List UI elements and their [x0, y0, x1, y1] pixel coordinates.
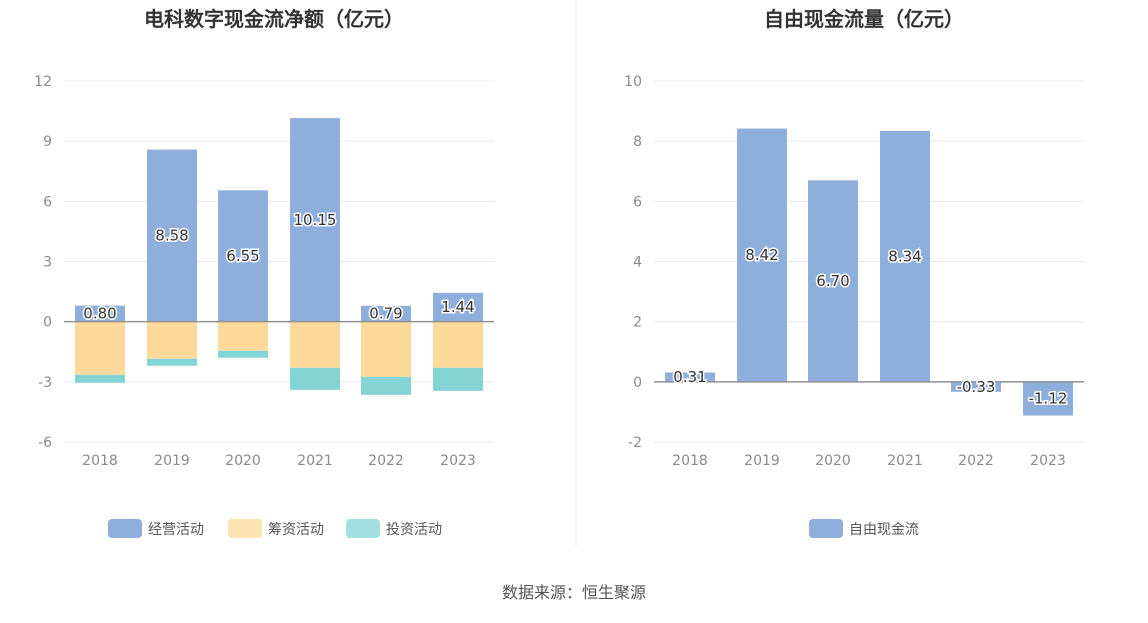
- x-tick-label: 2022: [958, 453, 994, 469]
- x-tick-label: 2023: [1030, 453, 1066, 469]
- bar: [665, 372, 715, 382]
- legend-swatch: [228, 519, 262, 538]
- data-label: 6.70: [816, 272, 849, 290]
- source-note: 数据来源：恒生聚源: [502, 583, 646, 602]
- y-tick-label: 10: [624, 74, 642, 90]
- y-tick-label: 4: [633, 255, 642, 271]
- y-tick-label: 0: [43, 315, 52, 331]
- y-tick-label: -2: [628, 435, 642, 451]
- legend-swatch: [108, 519, 142, 538]
- bar: [75, 305, 125, 322]
- data-label: -0.33: [957, 378, 996, 396]
- legend-label: 自由现金流: [849, 522, 919, 538]
- data-label: 10.15: [294, 211, 337, 229]
- bar: [1023, 381, 1073, 416]
- data-label: -1.12: [1029, 390, 1068, 408]
- x-tick-label: 2020: [815, 453, 851, 469]
- data-label: 0.31: [673, 368, 706, 386]
- legend-swatch: [346, 519, 380, 538]
- x-tick-label: 2018: [672, 453, 708, 469]
- bar: [433, 292, 483, 322]
- chart-title: 自由现金流量（亿元）: [764, 7, 964, 31]
- y-tick-label: 8: [633, 134, 642, 150]
- data-label: 8.34: [888, 247, 921, 265]
- x-tick-label: 2019: [154, 453, 190, 469]
- bar: [361, 376, 411, 395]
- bar: [433, 367, 483, 391]
- data-label: 1.44: [441, 298, 474, 316]
- x-tick-label: 2022: [368, 453, 404, 469]
- bar: [147, 149, 197, 322]
- y-tick-label: 9: [43, 134, 52, 150]
- y-tick-label: 12: [34, 74, 52, 90]
- bar: [290, 321, 340, 368]
- bar: [290, 367, 340, 390]
- legend-label: 经营活动: [148, 522, 204, 538]
- bar: [808, 180, 858, 382]
- x-tick-label: 2020: [225, 453, 261, 469]
- x-tick-label: 2021: [887, 453, 923, 469]
- y-tick-label: 0: [633, 375, 642, 391]
- bar: [433, 321, 483, 368]
- bar: [218, 321, 268, 351]
- bar: [361, 305, 411, 322]
- bar: [361, 321, 411, 377]
- x-tick-label: 2021: [297, 453, 333, 469]
- bar: [290, 118, 340, 322]
- x-tick-label: 2018: [82, 453, 118, 469]
- bar: [218, 350, 268, 358]
- x-tick-label: 2019: [744, 453, 780, 469]
- y-tick-label: -3: [38, 375, 52, 391]
- y-tick-label: 6: [43, 194, 52, 210]
- data-label: 0.80: [83, 305, 116, 323]
- bar: [75, 374, 125, 383]
- bar: [737, 128, 787, 382]
- bar: [951, 381, 1001, 392]
- y-tick-label: 2: [633, 315, 642, 331]
- y-tick-label: -6: [38, 435, 52, 451]
- data-label: 8.42: [745, 246, 778, 264]
- data-label: 8.58: [155, 227, 188, 245]
- data-label: 6.55: [226, 247, 259, 265]
- legend-swatch: [809, 519, 843, 538]
- legend-label: 筹资活动: [268, 521, 324, 538]
- bar: [147, 321, 197, 359]
- legend-label: 投资活动: [386, 522, 442, 538]
- y-tick-label: 6: [633, 194, 642, 210]
- y-tick-label: 3: [43, 255, 52, 271]
- data-label: 0.79: [369, 305, 402, 323]
- bar: [147, 358, 197, 366]
- bar: [880, 130, 930, 382]
- chart-title: 电科数字现金流净额（亿元）: [144, 7, 404, 31]
- x-tick-label: 2023: [440, 453, 476, 469]
- bar: [75, 321, 125, 375]
- bar: [218, 190, 268, 322]
